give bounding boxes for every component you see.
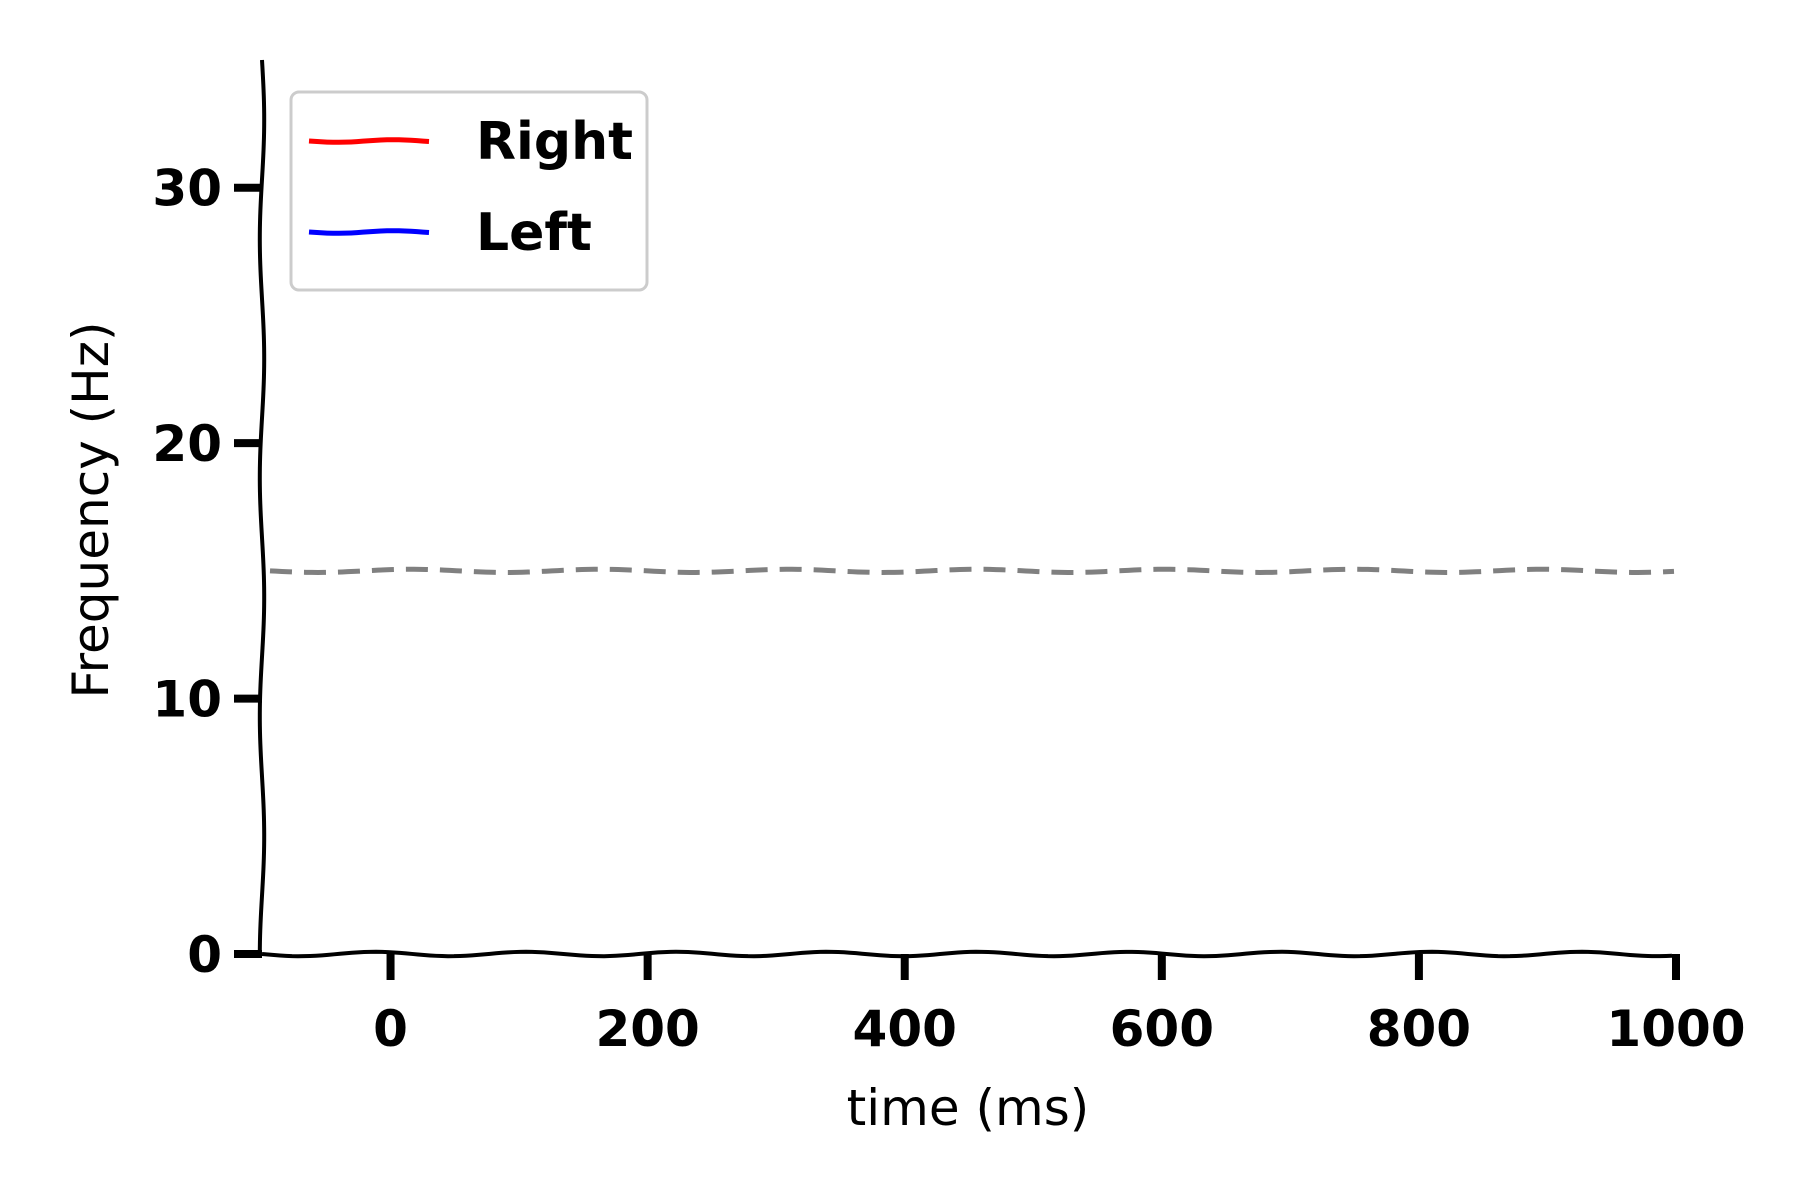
axes: 0 10 20 30 0 200 400 600 800 1000 [152,59,1746,1058]
legend-label-right: Right [476,112,633,172]
x-tick-label: 0 [373,1000,408,1058]
legend-swatch-right [308,137,430,145]
legend: Right Left [289,90,649,292]
x-axis-title: time (ms) [847,1079,1090,1137]
x-tick-label: 400 [853,1000,957,1058]
y-tick-label: 30 [152,160,222,218]
legend-swatch-left [308,228,430,236]
x-tick-label: 1000 [1606,1000,1745,1058]
reference-line [269,566,1675,575]
legend-entries: Right Left [308,112,633,263]
x-axis-line [261,949,1673,959]
y-axis-line [257,59,267,955]
y-ticks: 0 10 20 30 [152,160,262,984]
x-tick-label: 200 [595,1000,699,1058]
reference-lines [269,566,1675,575]
legend-label-left: Left [476,203,592,263]
y-tick-label: 20 [152,415,222,473]
y-tick-label: 10 [152,671,222,729]
x-ticks: 0 200 400 600 800 1000 [373,954,1746,1058]
y-tick-label: 0 [187,926,222,984]
x-tick-label: 600 [1110,1000,1214,1058]
y-axis-title: Frequency (Hz) [62,321,120,698]
x-tick-label: 800 [1367,1000,1471,1058]
